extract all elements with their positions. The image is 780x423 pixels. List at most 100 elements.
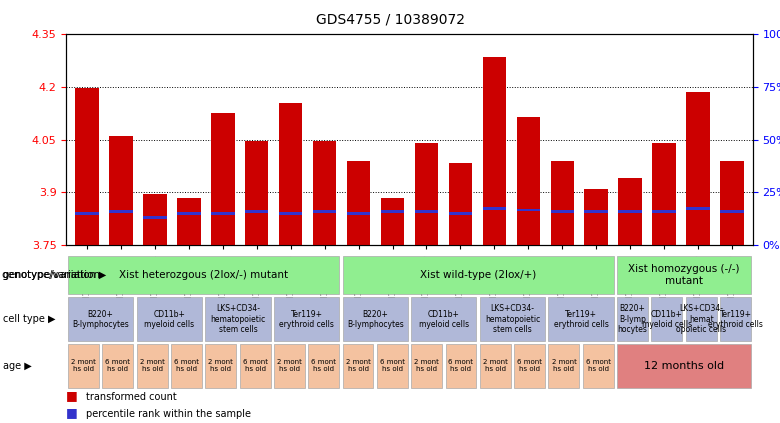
Bar (721, 161, 744, 245)
Text: genotype/variation: genotype/variation (2, 270, 101, 280)
Bar (448, 212, 473, 215)
FancyBboxPatch shape (171, 344, 202, 388)
Bar (211, 113, 235, 245)
Bar (75, 88, 98, 245)
FancyBboxPatch shape (68, 256, 339, 294)
Text: Ter119+
erythroid cells: Ter119+ erythroid cells (708, 310, 763, 329)
Text: 6 mont
hs old: 6 mont hs old (311, 360, 336, 372)
FancyBboxPatch shape (274, 297, 339, 341)
FancyBboxPatch shape (480, 297, 545, 341)
FancyBboxPatch shape (617, 256, 751, 294)
Text: 2 mont
hs old: 2 mont hs old (346, 360, 370, 372)
FancyBboxPatch shape (720, 297, 751, 341)
FancyBboxPatch shape (514, 344, 545, 388)
Bar (551, 161, 574, 245)
FancyBboxPatch shape (651, 297, 682, 341)
FancyBboxPatch shape (480, 344, 511, 388)
FancyBboxPatch shape (102, 344, 133, 388)
Bar (721, 210, 744, 213)
Text: Xist wild-type (2lox/+): Xist wild-type (2lox/+) (420, 270, 537, 280)
Bar (381, 210, 404, 213)
Text: B220+
B-lymp
hocytes: B220+ B-lymp hocytes (618, 305, 647, 334)
FancyBboxPatch shape (411, 344, 442, 388)
Bar (584, 210, 608, 213)
Bar (346, 212, 370, 215)
Bar (346, 161, 370, 245)
Text: Xist homozygous (-/-)
mutant: Xist homozygous (-/-) mutant (629, 264, 739, 286)
Text: 2 mont
hs old: 2 mont hs old (71, 360, 96, 372)
Bar (177, 212, 200, 215)
FancyBboxPatch shape (274, 344, 305, 388)
Text: percentile rank within the sample: percentile rank within the sample (86, 409, 251, 419)
Bar (483, 207, 506, 210)
Text: 6 mont
hs old: 6 mont hs old (517, 360, 542, 372)
Text: genotype/variation ▶: genotype/variation ▶ (3, 270, 107, 280)
FancyBboxPatch shape (617, 344, 751, 388)
FancyBboxPatch shape (617, 297, 648, 341)
Bar (245, 141, 268, 245)
FancyBboxPatch shape (342, 256, 614, 294)
FancyBboxPatch shape (136, 344, 168, 388)
Text: Ter119+
erythroid cells: Ter119+ erythroid cells (279, 310, 334, 329)
Bar (177, 198, 200, 245)
Text: cell type ▶: cell type ▶ (3, 314, 56, 324)
Bar (448, 162, 473, 245)
Bar (211, 212, 235, 215)
FancyBboxPatch shape (68, 344, 99, 388)
Bar (245, 210, 268, 213)
Text: 6 mont
hs old: 6 mont hs old (174, 360, 199, 372)
Bar (516, 209, 541, 212)
Bar (652, 143, 676, 245)
FancyBboxPatch shape (239, 344, 271, 388)
Text: transformed count: transformed count (86, 392, 176, 402)
FancyBboxPatch shape (342, 297, 408, 341)
Text: Xist heterozgous (2lox/-) mutant: Xist heterozgous (2lox/-) mutant (119, 270, 288, 280)
Text: 6 mont
hs old: 6 mont hs old (380, 360, 405, 372)
Bar (652, 210, 676, 213)
Text: 6 mont
hs old: 6 mont hs old (105, 360, 130, 372)
Bar (108, 210, 133, 213)
Text: GDS4755 / 10389072: GDS4755 / 10389072 (315, 13, 465, 27)
Bar (143, 194, 167, 245)
Text: 2 mont
hs old: 2 mont hs old (483, 360, 508, 372)
Text: B220+
B-lymphocytes: B220+ B-lymphocytes (73, 310, 129, 329)
Text: 12 months old: 12 months old (644, 361, 724, 371)
Bar (415, 210, 438, 213)
FancyBboxPatch shape (548, 297, 614, 341)
Bar (313, 141, 336, 245)
FancyBboxPatch shape (205, 344, 236, 388)
Bar (483, 57, 506, 245)
FancyBboxPatch shape (68, 297, 133, 341)
Bar (619, 179, 642, 245)
Bar (278, 102, 303, 245)
FancyBboxPatch shape (377, 344, 408, 388)
Bar (551, 210, 574, 213)
FancyBboxPatch shape (136, 297, 202, 341)
Bar (584, 189, 608, 245)
Text: 6 mont
hs old: 6 mont hs old (243, 360, 268, 372)
Text: LKS+CD34-
hemat
opoietic cells: LKS+CD34- hemat opoietic cells (676, 305, 726, 334)
Text: 2 mont
hs old: 2 mont hs old (208, 360, 233, 372)
Text: Ter119+
erythroid cells: Ter119+ erythroid cells (554, 310, 608, 329)
Bar (75, 212, 98, 215)
Bar (143, 216, 167, 219)
FancyBboxPatch shape (445, 344, 477, 388)
Text: ■: ■ (66, 389, 78, 402)
Bar (686, 207, 711, 210)
FancyBboxPatch shape (342, 344, 374, 388)
Text: ■: ■ (66, 406, 78, 419)
Text: 2 mont
hs old: 2 mont hs old (277, 360, 302, 372)
Text: 6 mont
hs old: 6 mont hs old (586, 360, 611, 372)
Text: 2 mont
hs old: 2 mont hs old (140, 360, 165, 372)
Text: LKS+CD34-
hematopoietic
stem cells: LKS+CD34- hematopoietic stem cells (211, 305, 265, 334)
Text: age ▶: age ▶ (3, 361, 32, 371)
Bar (619, 210, 642, 213)
Bar (313, 210, 336, 213)
FancyBboxPatch shape (583, 344, 614, 388)
FancyBboxPatch shape (548, 344, 580, 388)
Text: CD11b+
myeloid cells: CD11b+ myeloid cells (419, 310, 469, 329)
FancyBboxPatch shape (411, 297, 477, 341)
Text: 2 mont
hs old: 2 mont hs old (414, 360, 439, 372)
Text: 6 mont
hs old: 6 mont hs old (448, 360, 473, 372)
FancyBboxPatch shape (205, 297, 271, 341)
